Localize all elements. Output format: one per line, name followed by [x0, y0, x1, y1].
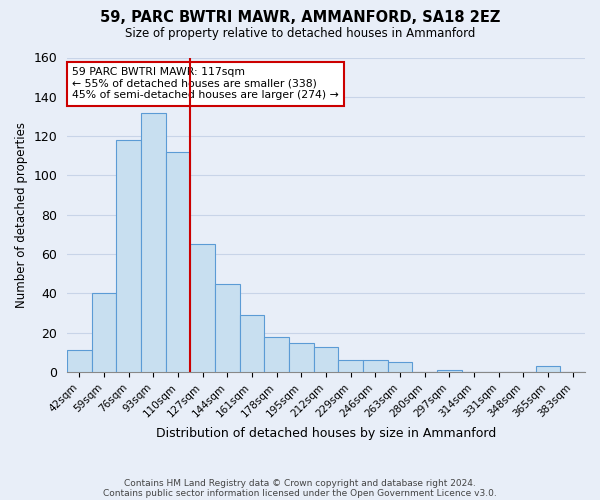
Bar	[536, 366, 560, 372]
Text: Size of property relative to detached houses in Ammanford: Size of property relative to detached ho…	[125, 28, 475, 40]
Bar	[116, 140, 141, 372]
Bar	[190, 244, 215, 372]
Bar	[363, 360, 388, 372]
Bar	[240, 315, 265, 372]
Bar	[215, 284, 240, 372]
Y-axis label: Number of detached properties: Number of detached properties	[15, 122, 28, 308]
Bar	[92, 294, 116, 372]
Bar	[314, 346, 338, 372]
Bar	[289, 342, 314, 372]
Bar	[437, 370, 462, 372]
Bar	[67, 350, 92, 372]
Bar	[141, 112, 166, 372]
Bar	[166, 152, 190, 372]
Text: Contains public sector information licensed under the Open Government Licence v3: Contains public sector information licen…	[103, 488, 497, 498]
Text: 59, PARC BWTRI MAWR, AMMANFORD, SA18 2EZ: 59, PARC BWTRI MAWR, AMMANFORD, SA18 2EZ	[100, 10, 500, 25]
Text: 59 PARC BWTRI MAWR: 117sqm
← 55% of detached houses are smaller (338)
45% of sem: 59 PARC BWTRI MAWR: 117sqm ← 55% of deta…	[73, 67, 339, 100]
Bar	[388, 362, 412, 372]
Bar	[338, 360, 363, 372]
Bar	[265, 336, 289, 372]
X-axis label: Distribution of detached houses by size in Ammanford: Distribution of detached houses by size …	[156, 427, 496, 440]
Text: Contains HM Land Registry data © Crown copyright and database right 2024.: Contains HM Land Registry data © Crown c…	[124, 478, 476, 488]
